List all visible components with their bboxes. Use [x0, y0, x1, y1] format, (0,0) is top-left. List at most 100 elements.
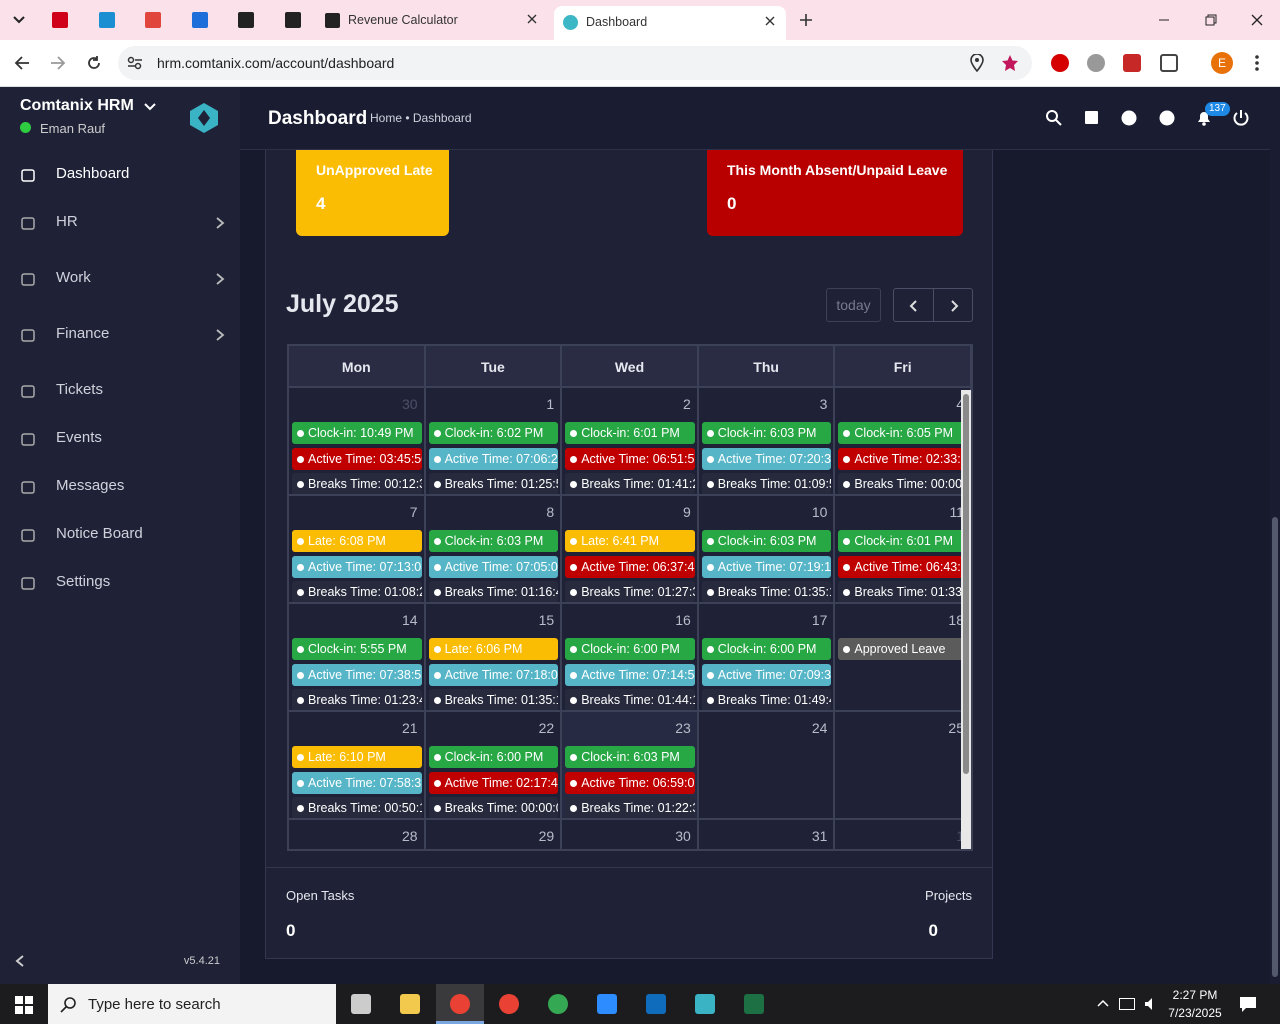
tab-close[interactable] [764, 15, 776, 27]
menu-item[interactable]: Settings [0, 562, 240, 602]
menu-item[interactable]: Events [0, 418, 240, 458]
collapse-sidebar[interactable] [14, 954, 26, 968]
pinned-tab[interactable] [284, 12, 301, 28]
calendar-event[interactable]: Breaks Time: 01:33: [838, 581, 968, 602]
calendar-event[interactable]: Active Time: 06:37:40 [565, 555, 695, 578]
menu-item[interactable]: HR [0, 202, 240, 242]
calendar-event[interactable]: Breaks Time: 01:49:4 [701, 689, 832, 710]
calendar-event[interactable]: Breaks Time: 01:44:1 [565, 689, 695, 710]
calendar-event[interactable]: Approved Leave [838, 638, 968, 660]
clock-date[interactable]: 7/23/2025 [1168, 1006, 1222, 1020]
close-window[interactable] [1251, 14, 1263, 26]
taskbar-app[interactable] [450, 994, 470, 1014]
minimize[interactable] [1158, 14, 1170, 26]
calendar-event[interactable]: Active Time: 07:13:03 [292, 555, 422, 578]
calendar-event[interactable]: Clock-in: 6:05 PM [838, 422, 968, 444]
calendar-event[interactable]: Breaks Time: 01:16:4 [428, 581, 559, 602]
calendar-event[interactable]: Clock-in: 6:03 PM [428, 530, 559, 552]
calendar-event[interactable]: Clock-in: 6:00 PM [701, 638, 832, 660]
calendar-event[interactable]: Clock-in: 6:00 PM [565, 638, 695, 660]
url[interactable]: hrm.comtanix.com/account/dashboard [157, 55, 395, 71]
menu-item[interactable]: Notice Board [0, 514, 240, 554]
browser-menu[interactable] [1254, 54, 1260, 72]
clock-time[interactable]: 2:27 PM [1172, 988, 1218, 1002]
start-button[interactable] [15, 996, 33, 1014]
header-add[interactable] [1158, 109, 1176, 127]
day-cell[interactable]: 14 Clock-in: 5:55 PM Active Time: 07:38:53… [289, 604, 426, 712]
calendar-event[interactable]: Active Time: 07:09:33 [701, 663, 832, 686]
back-button[interactable] [14, 55, 30, 71]
taskbar-app[interactable] [499, 994, 519, 1014]
calendar-event[interactable]: Breaks Time: 00:12:3 [292, 473, 422, 494]
calendar-event[interactable]: Active Time: 07:20:31 [701, 447, 832, 470]
location-icon[interactable] [970, 54, 984, 72]
calendar-event[interactable]: Clock-in: 6:01 PM [565, 422, 695, 444]
taskbar-app[interactable] [695, 994, 715, 1014]
calendar-event[interactable]: Clock-in: 5:55 PM [292, 638, 422, 660]
calendar-event[interactable]: Active Time: 07:58:32 [292, 771, 422, 794]
calendar-event[interactable]: Late: 6:06 PM [428, 638, 559, 660]
calendar-event[interactable]: Active Time: 06:59:02 [565, 771, 695, 794]
taskbar-app[interactable] [646, 994, 666, 1014]
calendar-event[interactable]: Late: 6:10 PM [292, 746, 422, 768]
day-cell[interactable]: 24 [698, 712, 836, 820]
day-cell[interactable]: 11 Clock-in: 6:01 PM Active Time: 06:43:3 B… [835, 496, 971, 604]
calendar-event[interactable]: Breaks Time: 01:41:2 [565, 473, 695, 494]
calendar-event[interactable]: Active Time: 02:17:40 [428, 771, 559, 794]
calendar-event[interactable]: Active Time: 06:51:59 [565, 447, 695, 470]
calendar-event[interactable]: Active Time: 03:45:50 [292, 447, 422, 470]
prev-month[interactable] [907, 299, 921, 313]
header-search[interactable] [1045, 109, 1063, 127]
day-cell[interactable]: 7 Late: 6:08 PM Active Time: 07:13:03 Break… [289, 496, 426, 604]
day-cell[interactable]: 30 [562, 820, 699, 849]
calendar-event[interactable]: Active Time: 07:14:54 [565, 663, 695, 686]
pinned-tab[interactable] [52, 12, 68, 28]
tray-volume[interactable] [1143, 996, 1159, 1012]
day-cell[interactable]: 16 Clock-in: 6:00 PM Active Time: 07:14:54… [562, 604, 699, 712]
tab-search[interactable] [10, 12, 28, 28]
day-cell[interactable]: 3 Clock-in: 6:03 PM Active Time: 07:20:31 B… [698, 388, 836, 496]
calendar-event[interactable]: Breaks Time: 01:09:5 [701, 473, 832, 494]
day-cell[interactable]: 28 [289, 820, 426, 849]
calendar-event[interactable]: Breaks Time: 01:25:5 [428, 473, 559, 494]
day-cell[interactable]: 21 Late: 6:10 PM Active Time: 07:58:32 Brea… [289, 712, 426, 820]
day-cell[interactable]: 1 [835, 820, 971, 849]
reload-button[interactable] [86, 55, 102, 71]
header-notes[interactable] [1083, 109, 1101, 127]
day-cell[interactable]: 9 Late: 6:41 PM Active Time: 06:37:40 Break… [562, 496, 699, 604]
browser-tab[interactable]: Revenue Calculator [316, 4, 548, 36]
calendar-event[interactable]: Active Time: 06:43:3 [838, 555, 968, 578]
extension-icon[interactable] [1160, 54, 1178, 72]
taskbar-app[interactable] [744, 994, 764, 1014]
menu-item[interactable]: Finance [0, 314, 240, 354]
calendar-event[interactable]: Breaks Time: 01:23:4 [292, 689, 422, 710]
calendar-event[interactable]: Breaks Time: 01:27:3 [565, 581, 695, 602]
tray-network[interactable] [1119, 998, 1135, 1010]
calendar-event[interactable]: Breaks Time: 00:50:1 [292, 797, 422, 818]
calendar-event[interactable]: Late: 6:41 PM [565, 530, 695, 552]
day-cell[interactable]: 31 [699, 820, 836, 849]
day-cell[interactable]: 10 Clock-in: 6:03 PM Active Time: 07:19:14… [698, 496, 836, 604]
notifications[interactable] [1239, 995, 1257, 1013]
day-cell[interactable]: 17 Clock-in: 6:00 PM Active Time: 07:09:33… [698, 604, 836, 712]
taskbar-app[interactable] [351, 994, 371, 1014]
header-clock[interactable] [1120, 109, 1138, 127]
calendar-event[interactable]: Breaks Time: 00:00:0 [428, 797, 559, 818]
new-tab[interactable] [799, 13, 813, 27]
brand-dropdown[interactable] [143, 102, 157, 112]
tab-close[interactable] [526, 13, 538, 25]
day-cell[interactable]: 22 Clock-in: 6:00 PM Active Time: 02:17:40… [425, 712, 563, 820]
pinned-tab[interactable] [98, 12, 115, 28]
calendar-event[interactable]: Active Time: 07:19:14 [701, 555, 832, 578]
taskbar-app[interactable] [548, 994, 568, 1014]
calendar-event[interactable]: Breaks Time: 01:35:1 [701, 581, 832, 602]
calendar-event[interactable]: Active Time: 07:06:29 [428, 447, 559, 470]
taskbar-search[interactable]: Type here to search [48, 984, 336, 1024]
next-month[interactable] [947, 299, 961, 313]
pinned-tab[interactable] [191, 12, 208, 28]
menu-item[interactable]: Messages [0, 466, 240, 506]
pinned-tab[interactable] [145, 12, 161, 28]
menu-item[interactable]: Dashboard [0, 154, 240, 194]
day-cell[interactable]: 1 Clock-in: 6:02 PM Active Time: 07:06:29 B… [425, 388, 563, 496]
